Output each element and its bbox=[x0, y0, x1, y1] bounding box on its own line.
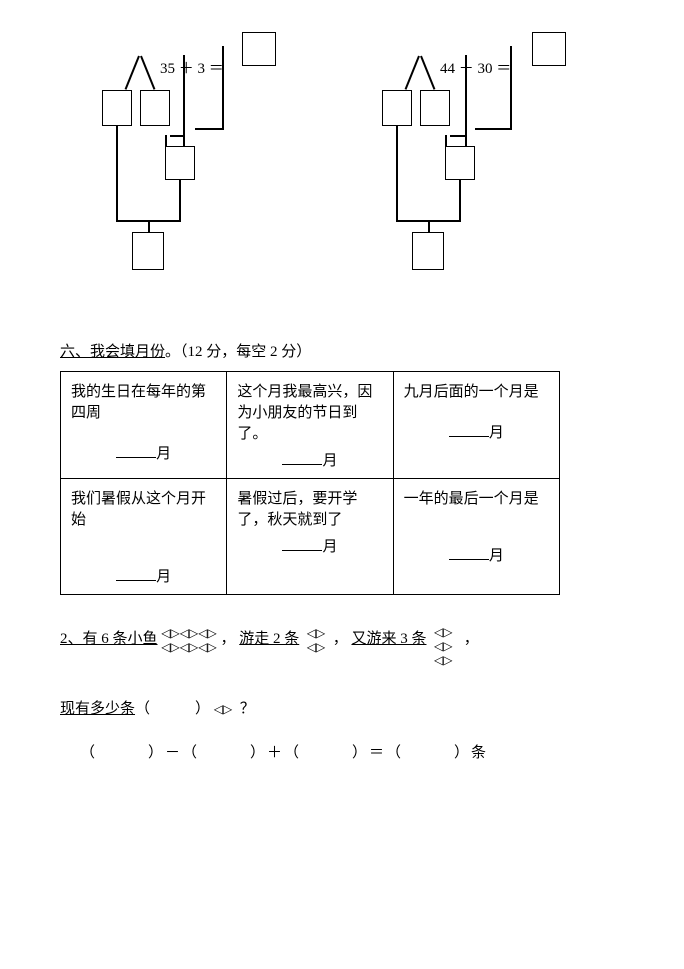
blank-input[interactable] bbox=[449, 423, 489, 437]
q2-part2: 游走 2 条 bbox=[239, 631, 299, 647]
fish-icon-2: ◁▷ ◁▷ bbox=[307, 626, 325, 654]
op-plus: ＋ bbox=[179, 61, 194, 77]
section-6-title-underlined: 六、我会填月份 bbox=[60, 344, 165, 360]
operand-a: 35 bbox=[160, 61, 175, 77]
mid-sum-box bbox=[165, 146, 195, 180]
blank-input[interactable] bbox=[116, 444, 156, 458]
section-6-title: 六、我会填月份。（12 分，每空 2 分） bbox=[60, 340, 624, 361]
month-char: 月 bbox=[489, 548, 504, 564]
month-cell-4: 我们暑假从这个月开始 月 bbox=[61, 479, 227, 595]
cell-text: 一年的最后一个月是 bbox=[404, 487, 549, 508]
split-box-right bbox=[140, 90, 170, 126]
q2-part4-pre: 现有多少条 bbox=[60, 701, 135, 717]
month-char: 月 bbox=[489, 425, 504, 441]
split-box-right bbox=[420, 90, 450, 126]
operand-b: 3 bbox=[198, 61, 206, 77]
operand-a: 44 bbox=[440, 61, 455, 77]
mid-sum-box bbox=[445, 146, 475, 180]
final-box bbox=[412, 232, 444, 270]
decomposition-diagram-2: 44 ＋ 30 ＝ bbox=[400, 40, 600, 300]
month-cell-2: 这个月我最高兴，因为小朋友的节日到了。 月 bbox=[227, 372, 393, 479]
paren-blank[interactable]: （ ） bbox=[135, 701, 210, 717]
cell-text: 九月后面的一个月是 bbox=[404, 380, 549, 401]
section-6-title-rest: 。（12 分，每空 2 分） bbox=[165, 344, 311, 360]
q2-number: 2、 bbox=[60, 631, 83, 647]
month-char: 月 bbox=[322, 453, 337, 469]
q2-part4-post: ？ bbox=[240, 701, 255, 717]
split-box-left bbox=[102, 90, 132, 126]
cell-text: 暑假过后，要开学了，秋天就到了 bbox=[237, 487, 382, 529]
blank-input[interactable] bbox=[282, 537, 322, 551]
blank-input[interactable] bbox=[449, 546, 489, 560]
blank-input[interactable] bbox=[116, 567, 156, 581]
result-box bbox=[532, 32, 566, 66]
cell-text: 这个月我最高兴，因为小朋友的节日到了。 bbox=[237, 380, 382, 443]
fish-icon-single: ◁▷ bbox=[214, 702, 232, 716]
fish-icon-3: ◁▷ ◁▷ ◁▷ bbox=[434, 625, 452, 667]
cell-text: 我们暑假从这个月开始 bbox=[71, 487, 216, 529]
comma: ， bbox=[333, 631, 348, 647]
month-cell-6: 一年的最后一个月是 月 bbox=[393, 479, 559, 595]
final-box bbox=[132, 232, 164, 270]
month-cell-1: 我的生日在每年的第四周 月 bbox=[61, 372, 227, 479]
split-box-left bbox=[382, 90, 412, 126]
comma: ， bbox=[220, 631, 235, 647]
question-2: 2、有 6 条小鱼 ◁▷◁▷◁▷ ◁▷◁▷◁▷ ， 游走 2 条 ◁▷ ◁▷ ，… bbox=[60, 625, 624, 723]
months-table: 我的生日在每年的第四周 月 这个月我最高兴，因为小朋友的节日到了。 月 九月后面… bbox=[60, 371, 560, 595]
month-char: 月 bbox=[322, 539, 337, 555]
blank-input[interactable] bbox=[282, 451, 322, 465]
decomposition-diagram-1: 35 ＋ 3 ＝ bbox=[120, 40, 320, 300]
q2-equation[interactable]: （ ）－（ ）＋（ ）＝（ ）条 bbox=[80, 741, 624, 762]
month-cell-3: 九月后面的一个月是 月 bbox=[393, 372, 559, 479]
operand-b: 30 bbox=[478, 61, 493, 77]
month-cell-5: 暑假过后，要开学了，秋天就到了 月 bbox=[227, 479, 393, 595]
month-char: 月 bbox=[156, 446, 171, 462]
q2-part3: 又游来 3 条 bbox=[351, 631, 426, 647]
q2-part1: 有 6 条小鱼 bbox=[83, 631, 158, 647]
month-char: 月 bbox=[156, 569, 171, 585]
cell-text: 我的生日在每年的第四周 bbox=[71, 380, 216, 422]
result-box bbox=[242, 32, 276, 66]
fish-icon-6: ◁▷◁▷◁▷ ◁▷◁▷◁▷ bbox=[161, 626, 216, 654]
comma: ， bbox=[464, 631, 479, 647]
